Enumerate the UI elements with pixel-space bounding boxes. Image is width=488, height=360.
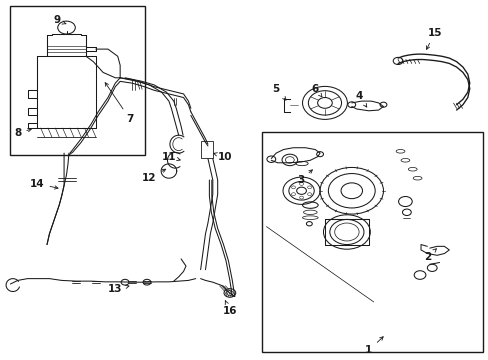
Text: 1: 1 bbox=[365, 337, 383, 355]
Text: 8: 8 bbox=[14, 129, 31, 138]
Text: 10: 10 bbox=[213, 152, 232, 162]
Text: 2: 2 bbox=[423, 249, 435, 262]
Text: 11: 11 bbox=[162, 152, 180, 162]
Text: 14: 14 bbox=[30, 179, 58, 189]
Text: 16: 16 bbox=[222, 301, 237, 316]
Text: 6: 6 bbox=[311, 84, 321, 97]
Bar bbox=[10, 6, 144, 155]
Text: 4: 4 bbox=[355, 91, 366, 107]
Text: 9: 9 bbox=[53, 15, 66, 26]
Text: 7: 7 bbox=[105, 83, 133, 124]
Text: 12: 12 bbox=[142, 169, 165, 183]
Bar bbox=[261, 132, 483, 352]
Text: 13: 13 bbox=[108, 284, 129, 294]
Text: 3: 3 bbox=[296, 170, 312, 185]
Text: 15: 15 bbox=[426, 28, 441, 49]
Text: 5: 5 bbox=[272, 84, 285, 100]
Bar bbox=[200, 140, 212, 158]
